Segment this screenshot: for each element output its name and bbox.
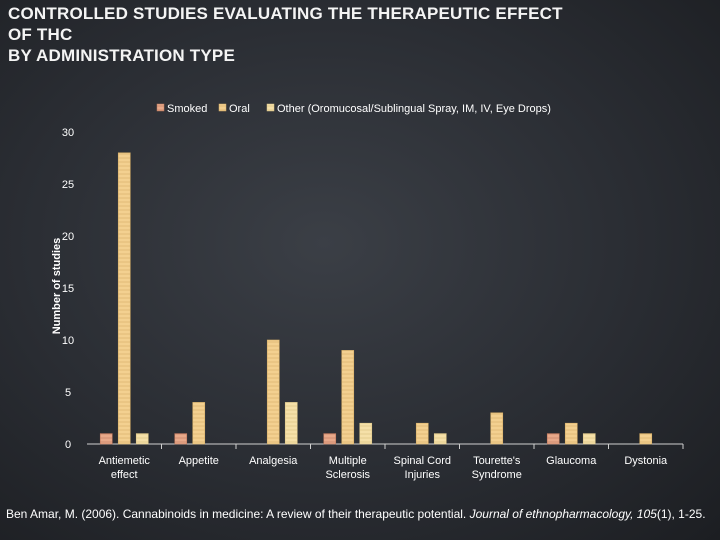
y-tick-label: 0 bbox=[65, 439, 71, 451]
y-tick-label: 15 bbox=[62, 283, 74, 295]
bar-oral bbox=[117, 152, 131, 445]
bar-smoked bbox=[99, 433, 113, 445]
x-category-label: Analgesia bbox=[249, 455, 298, 467]
bar-other bbox=[582, 433, 596, 445]
x-category-label: Spinal Cord Injuries bbox=[394, 455, 451, 481]
y-axis-label: Number of studies bbox=[51, 238, 63, 335]
legend-entry: Oral bbox=[229, 103, 250, 115]
legend-swatch bbox=[156, 103, 165, 112]
bar-other bbox=[284, 402, 298, 445]
bar-other bbox=[359, 422, 373, 445]
legend-swatch bbox=[218, 103, 227, 112]
bar-oral bbox=[564, 422, 578, 445]
x-category-label: Glaucoma bbox=[546, 455, 597, 467]
bar-oral bbox=[266, 339, 280, 445]
title-line-2: OF THC bbox=[8, 25, 73, 44]
legend-entry: Other (Oromucosal/Sublingual Spray, IM, … bbox=[277, 103, 551, 115]
bar-other bbox=[135, 433, 149, 445]
y-tick-label: 20 bbox=[62, 231, 74, 243]
bar-oral bbox=[415, 422, 429, 445]
bar-smoked bbox=[323, 433, 337, 445]
citation: Ben Amar, M. (2006). Cannabinoids in med… bbox=[6, 507, 714, 522]
bar-oral bbox=[192, 402, 206, 445]
x-category-label: Appetite bbox=[179, 455, 219, 467]
citation-journal: Journal of ethnopharmacology, 105 bbox=[469, 507, 657, 521]
title-line-3: BY ADMINISTRATION TYPE bbox=[8, 46, 235, 65]
x-category-label: Antiemetic effect bbox=[99, 455, 151, 481]
bar-smoked bbox=[546, 433, 560, 445]
y-tick-label: 30 bbox=[62, 127, 74, 139]
chart-axes: 0 5 10 15 20 25 30 bbox=[62, 127, 684, 451]
y-tick-label: 5 bbox=[65, 387, 71, 399]
bar-oral bbox=[490, 412, 504, 445]
x-category-label: Tourette's Syndrome bbox=[472, 455, 522, 481]
citation-authors: Ben Amar, M. (2006). Cannabinoids in med… bbox=[6, 507, 470, 521]
citation-tail: (1), 1-25. bbox=[656, 507, 706, 521]
bar-smoked bbox=[174, 433, 188, 445]
title-line-1: CONTROLLED STUDIES EVALUATING THE THERAP… bbox=[8, 4, 563, 23]
y-tick-label: 10 bbox=[62, 335, 74, 347]
chart-bars bbox=[99, 152, 653, 445]
bar-oral bbox=[639, 433, 653, 445]
legend-entry: Smoked bbox=[167, 103, 207, 115]
bar-oral bbox=[341, 350, 355, 445]
x-category-label: Dystonia bbox=[624, 455, 668, 467]
chart-legend: Smoked Oral Other (Oromucosal/Sublingual S… bbox=[156, 103, 551, 115]
x-category-label: Multiple Sclerosis bbox=[325, 455, 370, 481]
x-axis-labels: Antiemetic effect Appetite Analgesia Multipl… bbox=[99, 455, 668, 481]
y-tick-label: 25 bbox=[62, 179, 74, 191]
legend-swatch bbox=[266, 103, 275, 112]
chart-title: CONTROLLED STUDIES EVALUATING THE THERAP… bbox=[8, 3, 708, 66]
bar-other bbox=[433, 433, 447, 445]
